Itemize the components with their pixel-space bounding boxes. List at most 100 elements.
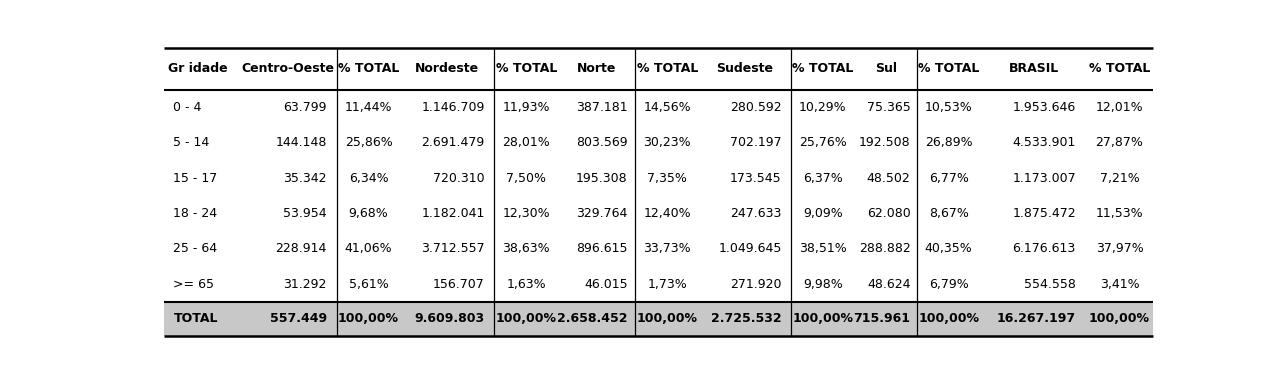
Text: 6,34%: 6,34% <box>349 172 388 185</box>
Text: 5,61%: 5,61% <box>349 278 388 291</box>
Text: 557.449: 557.449 <box>270 312 327 325</box>
Text: 271.920: 271.920 <box>731 278 782 291</box>
Text: 387.181: 387.181 <box>577 101 628 114</box>
Text: 100,00%: 100,00% <box>637 312 698 325</box>
Text: 26,89%: 26,89% <box>924 136 972 149</box>
Text: 7,21%: 7,21% <box>1099 172 1139 185</box>
Text: 2.658.452: 2.658.452 <box>557 312 628 325</box>
Text: 41,06%: 41,06% <box>344 242 393 255</box>
Text: 1.875.472: 1.875.472 <box>1012 207 1076 220</box>
Text: 2.691.479: 2.691.479 <box>421 136 485 149</box>
Text: TOTAL: TOTAL <box>173 312 218 325</box>
Text: % TOTAL: % TOTAL <box>918 62 980 75</box>
Text: 14,56%: 14,56% <box>643 101 691 114</box>
Text: 33,73%: 33,73% <box>643 242 691 255</box>
Text: 0 - 4: 0 - 4 <box>173 101 202 114</box>
Text: 1,63%: 1,63% <box>506 278 546 291</box>
Text: 10,53%: 10,53% <box>924 101 972 114</box>
Text: % TOTAL: % TOTAL <box>792 62 854 75</box>
Text: 144.148: 144.148 <box>276 136 327 149</box>
Text: 75.365: 75.365 <box>867 101 910 114</box>
Text: 896.615: 896.615 <box>577 242 628 255</box>
Text: Sudeste: Sudeste <box>716 62 774 75</box>
Text: 8,67%: 8,67% <box>928 207 968 220</box>
Text: 720.310: 720.310 <box>433 172 485 185</box>
Text: 1,73%: 1,73% <box>647 278 687 291</box>
Text: 63.799: 63.799 <box>284 101 327 114</box>
Text: 247.633: 247.633 <box>731 207 782 220</box>
Text: 11,93%: 11,93% <box>502 101 550 114</box>
Text: 1.182.041: 1.182.041 <box>421 207 485 220</box>
Text: 28,01%: 28,01% <box>502 136 550 149</box>
Text: 37,97%: 37,97% <box>1095 242 1144 255</box>
Text: 100,00%: 100,00% <box>1089 312 1150 325</box>
Text: 10,29%: 10,29% <box>799 101 846 114</box>
Text: 100,00%: 100,00% <box>338 312 399 325</box>
Text: 715.961: 715.961 <box>854 312 910 325</box>
Text: 16.267.197: 16.267.197 <box>996 312 1076 325</box>
Text: 6,77%: 6,77% <box>928 172 968 185</box>
Text: 9,09%: 9,09% <box>802 207 842 220</box>
Text: 100,00%: 100,00% <box>792 312 854 325</box>
Text: 30,23%: 30,23% <box>643 136 691 149</box>
Bar <box>164 302 1153 336</box>
Text: 702.197: 702.197 <box>731 136 782 149</box>
Text: 53.954: 53.954 <box>284 207 327 220</box>
Text: 9,98%: 9,98% <box>802 278 842 291</box>
Text: 329.764: 329.764 <box>577 207 628 220</box>
Text: Nordeste: Nordeste <box>415 62 479 75</box>
Text: >= 65: >= 65 <box>173 278 214 291</box>
Text: 288.882: 288.882 <box>859 242 910 255</box>
Text: 3.712.557: 3.712.557 <box>421 242 485 255</box>
Text: 12,01%: 12,01% <box>1095 101 1143 114</box>
Text: 554.558: 554.558 <box>1023 278 1076 291</box>
Text: Norte: Norte <box>577 62 616 75</box>
Text: 31.292: 31.292 <box>284 278 327 291</box>
Text: Sul: Sul <box>874 62 896 75</box>
Text: 100,00%: 100,00% <box>496 312 557 325</box>
Text: % TOTAL: % TOTAL <box>496 62 557 75</box>
Text: 46.015: 46.015 <box>584 278 628 291</box>
Text: 25,76%: 25,76% <box>799 136 846 149</box>
Text: BRASIL: BRASIL <box>1008 62 1058 75</box>
Text: Gr idade: Gr idade <box>168 62 229 75</box>
Text: 12,30%: 12,30% <box>502 207 550 220</box>
Text: 4.533.901: 4.533.901 <box>1013 136 1076 149</box>
Text: 228.914: 228.914 <box>276 242 327 255</box>
Text: 1.049.645: 1.049.645 <box>718 242 782 255</box>
Text: 48.502: 48.502 <box>867 172 910 185</box>
Text: 192.508: 192.508 <box>859 136 910 149</box>
Text: 3,41%: 3,41% <box>1099 278 1139 291</box>
Text: 6.176.613: 6.176.613 <box>1013 242 1076 255</box>
Text: 1.146.709: 1.146.709 <box>421 101 485 114</box>
Text: 48.624: 48.624 <box>867 278 910 291</box>
Text: 803.569: 803.569 <box>577 136 628 149</box>
Text: 12,40%: 12,40% <box>643 207 691 220</box>
Text: 38,63%: 38,63% <box>502 242 550 255</box>
Text: 11,44%: 11,44% <box>344 101 392 114</box>
Text: 173.545: 173.545 <box>731 172 782 185</box>
Text: 7,50%: 7,50% <box>506 172 546 185</box>
Text: 62.080: 62.080 <box>867 207 910 220</box>
Text: 1.173.007: 1.173.007 <box>1012 172 1076 185</box>
Text: % TOTAL: % TOTAL <box>338 62 399 75</box>
Text: 9,68%: 9,68% <box>349 207 388 220</box>
Text: 15 - 17: 15 - 17 <box>173 172 218 185</box>
Text: 25 - 64: 25 - 64 <box>173 242 217 255</box>
Text: 6,79%: 6,79% <box>928 278 968 291</box>
Text: 156.707: 156.707 <box>433 278 485 291</box>
Text: 195.308: 195.308 <box>577 172 628 185</box>
Text: 18 - 24: 18 - 24 <box>173 207 217 220</box>
Text: 1.953.646: 1.953.646 <box>1013 101 1076 114</box>
Text: 6,37%: 6,37% <box>802 172 842 185</box>
Text: 5 - 14: 5 - 14 <box>173 136 209 149</box>
Text: 7,35%: 7,35% <box>647 172 687 185</box>
Text: 100,00%: 100,00% <box>918 312 980 325</box>
Text: 35.342: 35.342 <box>284 172 327 185</box>
Text: 11,53%: 11,53% <box>1095 207 1143 220</box>
Text: % TOTAL: % TOTAL <box>1089 62 1150 75</box>
Text: 25,86%: 25,86% <box>344 136 393 149</box>
Text: 27,87%: 27,87% <box>1095 136 1144 149</box>
Text: 2.725.532: 2.725.532 <box>711 312 782 325</box>
Text: % TOTAL: % TOTAL <box>637 62 698 75</box>
